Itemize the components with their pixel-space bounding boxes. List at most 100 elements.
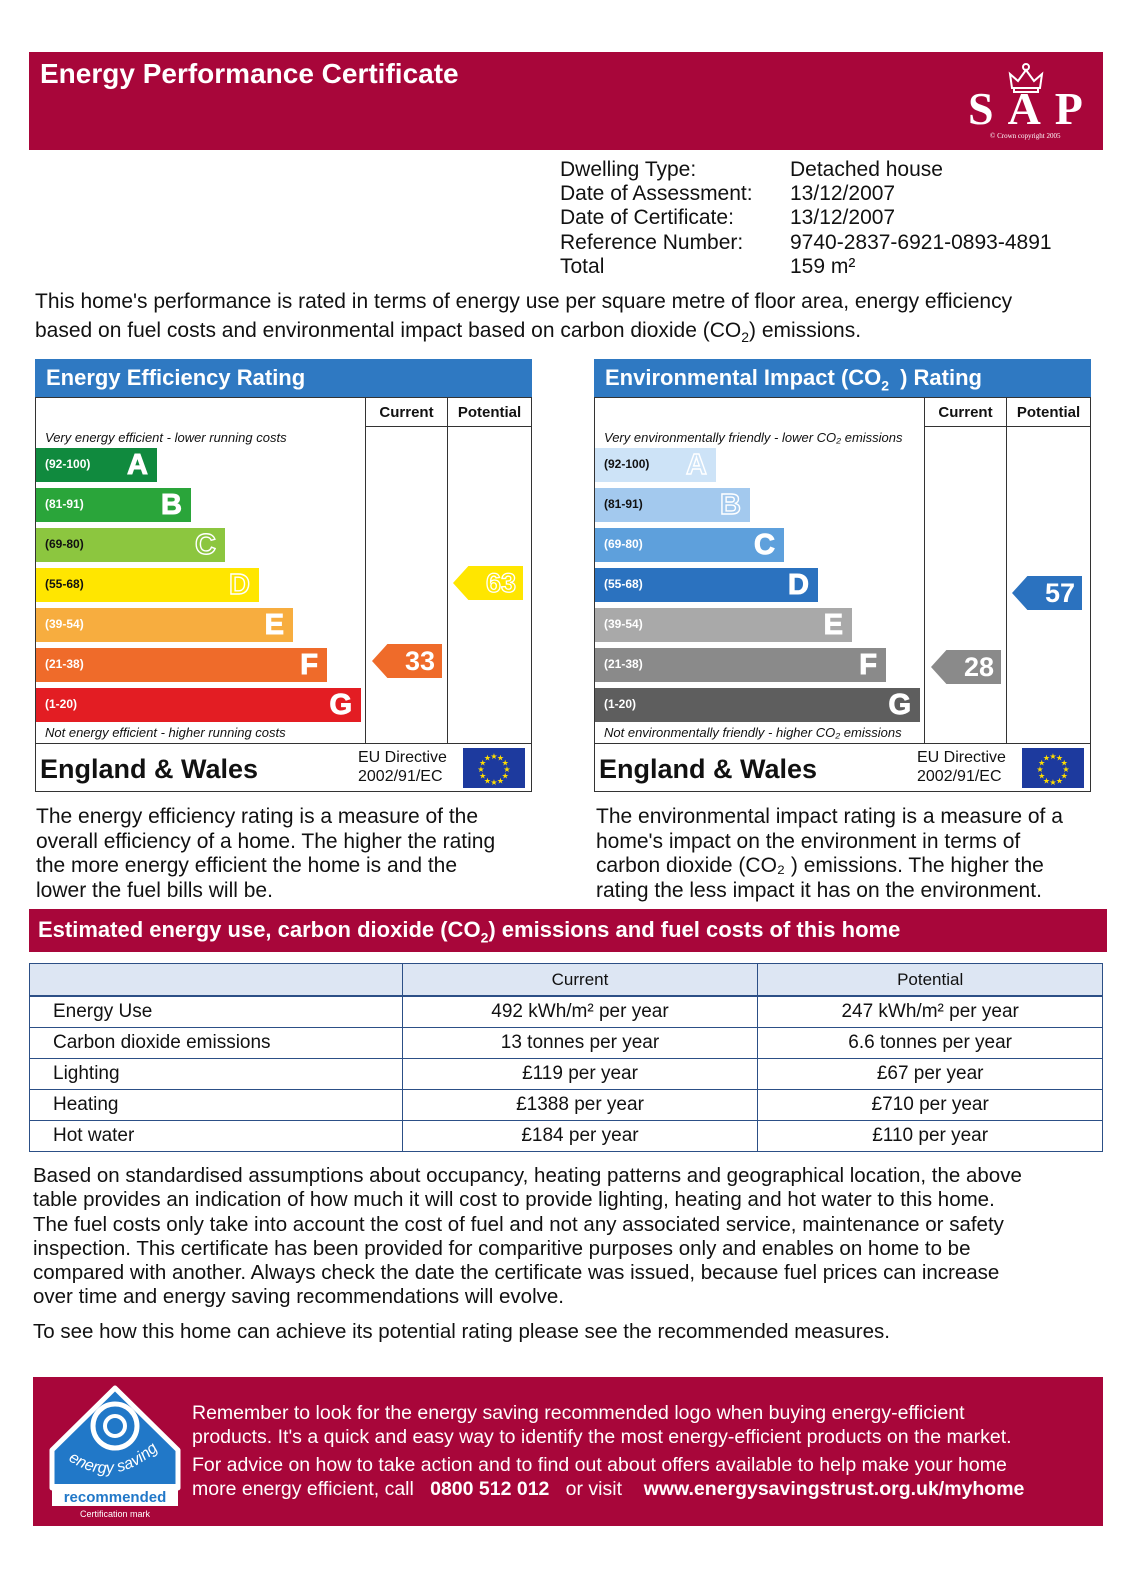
footer-line-4: more energy efficient, call 0800 512 012… [192,1478,1025,1500]
energy-saving-recommended-logo: energy saving recommended Certification … [46,1384,184,1522]
footer-line-1: Remember to look for the energy saving r… [192,1402,965,1424]
environment-description: The environmental impact rating is a mea… [596,805,1063,902]
rating-band-a: (92-100) A [595,448,716,482]
detail-label-dwelling: Dwelling Type: [560,158,697,181]
environment-current-rating-arrow: 28 [931,650,1001,684]
environment-eu-directive: EU Directive 2002/91/EC [917,749,1006,785]
band-letter: C [754,529,776,562]
environment-region: England & Wales [599,754,818,784]
potential-rating-value: 57 [1044,578,1075,608]
band-letter: D [228,568,250,601]
table-row: Lighting £119 per year £67 per year [29,1058,1103,1090]
footer-banner [33,1377,1103,1526]
efficiency-col-current: Current [379,404,434,421]
svg-text:★: ★ [1049,752,1056,761]
footer-phone: 0800 512 012 [430,1478,550,1500]
band-letter: E [823,609,843,642]
band-range-label: (81-91) [45,497,84,511]
potential-rating-value: 63 [485,567,516,598]
rating-band-g: (1-20) G [595,688,920,722]
rating-band-f: (21-38) F [36,648,327,682]
usage-section-header [29,909,1107,952]
eu-flag-icon: ★ ★ ★ ★ ★ ★ ★ ★ ★ ★ ★ ★ [463,748,525,788]
band-range-label: (69-80) [604,537,643,551]
environment-col-current: Current [938,404,993,421]
environmental-impact-panel: Environmental Impact (CO2) Rating Curren… [594,359,1091,793]
band-range-label: (69-80) [45,537,84,551]
sap-logo: SAP © Crown copyright 2005 [962,58,1090,142]
band-range-label: (39-54) [45,617,84,631]
table-row: Hot water £184 per year £110 per year [29,1120,1103,1152]
band-range-label: (92-100) [45,457,91,471]
band-letter: B [719,488,741,521]
disclaimer-paragraph: Based on standardised assumptions about … [33,1164,1022,1309]
svg-text:★: ★ [1043,754,1050,763]
band-letter: B [161,489,183,522]
band-letter: D [788,569,810,602]
table-header-potential: Potential [757,963,1103,997]
svg-text:★: ★ [502,759,509,768]
svg-text:★: ★ [503,765,510,774]
current-rating-value: 28 [963,652,994,682]
rating-band-c: (69-80) C [36,528,225,562]
page-title: Energy Performance Certificate [40,58,459,89]
recommended-measures-note: To see how this home can achieve its pot… [33,1320,890,1343]
environment-col-potential: Potential [1016,404,1081,421]
band-range-label: (92-100) [604,457,650,471]
current-rating-value: 33 [404,646,435,676]
svg-text:★: ★ [1056,754,1063,763]
table-header-current: Current [401,963,759,997]
band-letter: A [127,449,149,482]
svg-text:★: ★ [1043,776,1050,785]
detail-label-reference: Reference Number: [560,231,744,254]
efficiency-potential-rating-arrow: 63 [453,566,523,600]
svg-text:★: ★ [1056,776,1063,785]
logo-recommended-text: recommended [64,1489,167,1506]
table-header-blank [29,963,403,997]
intro-line-2: based on fuel costs and environmental im… [35,319,862,346]
band-range-label: (21-38) [604,657,643,671]
efficiency-current-rating-arrow: 33 [372,644,442,678]
table-row: Energy Use 492 kWh/m² per year 247 kWh/m² … [29,995,1103,1028]
table-row: Heating £1388 per year £710 per year [29,1089,1103,1121]
band-letter: C [194,528,216,561]
band-range-label: (55-68) [45,577,84,591]
rating-band-d: (55-68) D [36,568,259,602]
detail-label-certificate: Date of Certificate: [560,206,734,229]
efficiency-title: Energy Efficiency Rating [35,359,532,397]
band-letter: F [300,649,319,682]
svg-text:★: ★ [502,772,509,781]
footer-line-3: For advice on how to take action and to … [192,1454,1007,1476]
sap-logo-text: SAP [968,83,1090,134]
table-row: Carbon dioxide emissions 13 tonnes per ye… [29,1027,1103,1059]
eu-flag-icon: ★ ★ ★ ★ ★ ★ ★ ★ ★ ★ ★ ★ [1022,748,1084,788]
efficiency-region: England & Wales [40,754,259,784]
sap-copyright: © Crown copyright 2005 [990,132,1061,140]
detail-value-assessment: 13/12/2007 [790,182,896,205]
rating-band-e: (39-54) E [595,608,852,642]
svg-text:★: ★ [479,759,486,768]
detail-label-total: Total [560,255,605,278]
detail-value-total: 159 m² [790,255,856,278]
band-letter: A [685,448,707,481]
efficiency-top-note: Very energy efficient - lower running co… [45,430,287,445]
svg-text:★: ★ [490,778,497,787]
band-letter: G [329,689,353,722]
table-header-row: Current Potential [29,963,1103,997]
footer-line-2: products. It's a quick and easy way to i… [192,1426,1012,1448]
svg-text:★: ★ [490,752,497,761]
environment-top-note: Very environmentally friendly - lower CO… [604,430,903,445]
footer-url-link[interactable]: www.energysavingstrust.org.uk/myhome [643,1478,1025,1500]
usage-section-title: Estimated energy use, carbon dioxide (CO… [38,917,901,946]
svg-text:★: ★ [1061,759,1068,768]
detail-value-certificate: 13/12/2007 [790,206,896,229]
band-letter: F [859,649,878,682]
environment-bottom-note: Not environmentally friendly - higher CO… [604,725,902,740]
detail-value-reference: 9740-2837-6921-0893-4891 [790,231,1052,254]
svg-text:★: ★ [497,776,504,785]
environment-title: Environmental Impact (CO2) Rating [594,359,1091,397]
band-letter: G [888,689,912,722]
detail-value-dwelling: Detached house [790,158,943,181]
svg-text:★: ★ [497,754,504,763]
svg-text:★: ★ [1061,772,1068,781]
